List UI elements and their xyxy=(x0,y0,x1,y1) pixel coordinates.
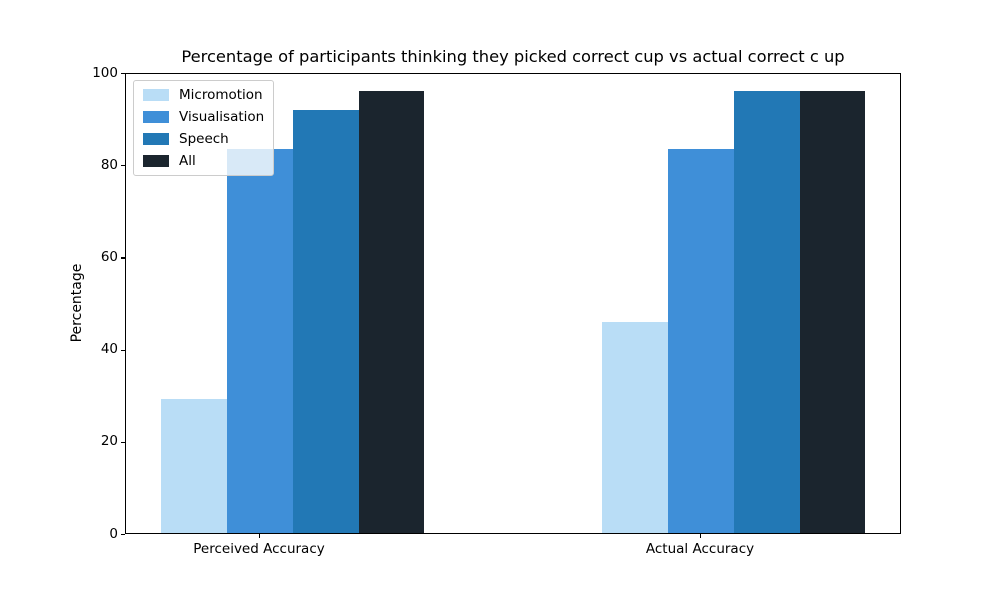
y-tick-label: 20 xyxy=(100,433,118,450)
bar-micromotion-actual xyxy=(602,321,669,533)
y-tick-mark xyxy=(121,441,125,443)
legend-swatch-icon xyxy=(143,111,169,123)
legend-label: Visualisation xyxy=(179,109,265,125)
y-tick-label: 100 xyxy=(92,64,118,81)
bar-all-perceived xyxy=(358,91,425,533)
legend-label: Micromotion xyxy=(179,87,263,103)
y-tick-mark xyxy=(121,165,125,167)
y-tick-mark xyxy=(121,257,125,259)
legend: Micromotion Visualisation Speech All xyxy=(133,80,275,176)
legend-label: Speech xyxy=(179,131,229,147)
legend-swatch-icon xyxy=(143,133,169,145)
y-tick-label: 40 xyxy=(100,341,118,358)
legend-swatch-icon xyxy=(143,89,169,101)
y-tick-label: 60 xyxy=(100,248,118,265)
x-tick-label: Perceived Accuracy xyxy=(193,541,325,557)
bar-speech-actual xyxy=(733,91,800,533)
x-tick-mark xyxy=(700,534,702,538)
x-tick-label: Actual Accuracy xyxy=(645,541,755,557)
legend-item-visualisation: Visualisation xyxy=(143,110,264,124)
y-tick-label: 0 xyxy=(109,525,118,542)
bar-speech-perceived xyxy=(292,110,359,533)
bar-visualisation-actual xyxy=(668,148,734,533)
legend-swatch-icon xyxy=(143,155,169,167)
y-tick-label: 80 xyxy=(100,156,118,173)
legend-item-micromotion: Micromotion xyxy=(143,88,264,102)
plot-area: Micromotion Visualisation Speech All xyxy=(125,73,901,534)
x-tick-mark xyxy=(259,534,261,538)
legend-label: All xyxy=(179,153,196,169)
bar-all-actual xyxy=(799,91,866,533)
legend-item-all: All xyxy=(143,154,264,168)
bar-micromotion-perceived xyxy=(161,398,228,533)
y-axis-label: Percentage xyxy=(69,263,85,343)
legend-item-speech: Speech xyxy=(143,132,264,146)
y-tick-mark xyxy=(121,349,125,351)
y-tick-mark xyxy=(121,73,125,75)
chart-title: Percentage of participants thinking they… xyxy=(181,47,845,66)
bar-visualisation-perceived xyxy=(227,148,293,533)
y-tick-mark xyxy=(121,534,125,536)
